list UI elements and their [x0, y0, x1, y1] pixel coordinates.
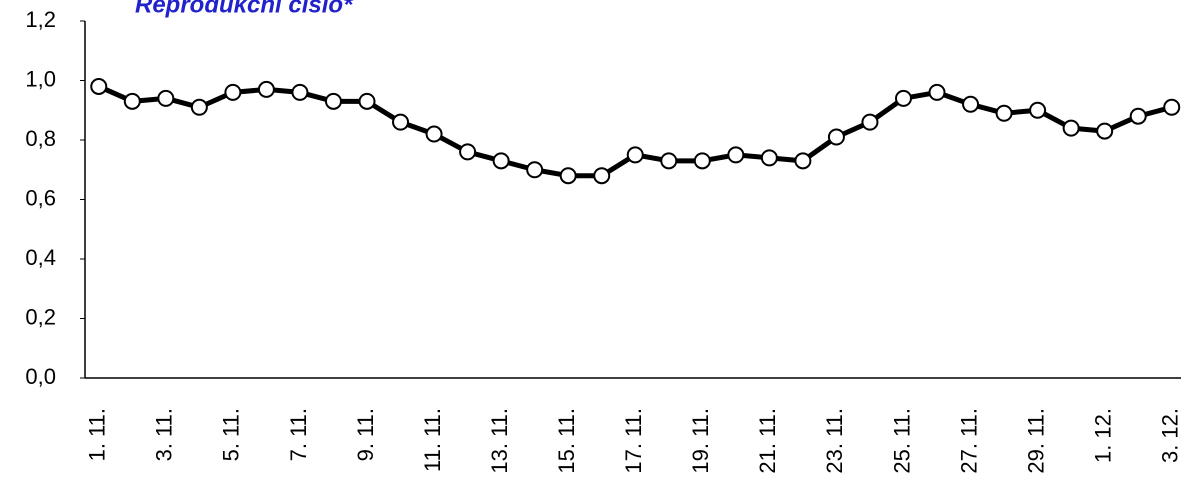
point — [1129, 107, 1147, 125]
point — [593, 167, 611, 185]
point — [425, 125, 443, 143]
point — [1062, 119, 1080, 137]
x-tick-label: 11. 11. — [420, 408, 445, 472]
x-tick-label: 19. 11. — [688, 408, 713, 474]
x-tick-label: 1. 12. — [1090, 408, 1115, 463]
point — [928, 83, 946, 101]
point — [995, 104, 1013, 122]
point — [459, 143, 477, 161]
x-tick-label: 29. 11. — [1023, 408, 1048, 474]
point — [257, 80, 275, 98]
point — [827, 128, 845, 146]
point — [157, 89, 175, 107]
y-tick-label: 0,0 — [25, 364, 56, 389]
x-tick-label: 13. 11. — [487, 408, 512, 474]
point — [392, 113, 410, 131]
x-tick-label: 9. 11. — [353, 408, 378, 461]
point — [559, 167, 577, 185]
y-tick-label: 1,2 — [25, 7, 56, 32]
point — [123, 92, 141, 110]
y-tick-label: 0,8 — [25, 126, 56, 151]
point — [626, 146, 644, 164]
x-tick-label: 17. 11. — [621, 408, 646, 474]
y-tick-label: 1,0 — [25, 66, 56, 91]
x-tick-label: 15. 11. — [554, 408, 579, 474]
point — [693, 152, 711, 170]
point — [324, 92, 342, 110]
point — [1096, 122, 1114, 140]
point — [894, 89, 912, 107]
x-tick-label: 1. 11. — [85, 408, 110, 461]
x-tick-label: 7. 11. — [286, 408, 311, 461]
point — [224, 83, 242, 101]
point — [861, 113, 879, 131]
point — [90, 77, 108, 95]
point — [190, 98, 208, 116]
point — [291, 83, 309, 101]
chart-title: Reprodukční číslo* — [135, 0, 354, 18]
x-tick-label: 3. 12. — [1158, 408, 1181, 463]
x-tick-label: 27. 11. — [956, 408, 981, 474]
point — [1163, 98, 1181, 116]
x-tick-label: 25. 11. — [889, 408, 914, 474]
point — [962, 95, 980, 113]
point — [727, 146, 745, 164]
point — [492, 152, 510, 170]
x-tick-label: 3. 11. — [152, 408, 177, 461]
point — [358, 92, 376, 110]
point — [1029, 101, 1047, 119]
point — [660, 152, 678, 170]
x-tick-label: 5. 11. — [219, 408, 244, 461]
point — [760, 149, 778, 167]
x-tick-label: 21. 11. — [755, 408, 780, 474]
point — [526, 161, 544, 179]
y-tick-label: 0,4 — [25, 245, 56, 270]
y-tick-label: 0,6 — [25, 185, 56, 210]
x-tick-label: 23. 11. — [822, 408, 847, 474]
point — [794, 152, 812, 170]
y-tick-label: 0,2 — [25, 304, 56, 329]
